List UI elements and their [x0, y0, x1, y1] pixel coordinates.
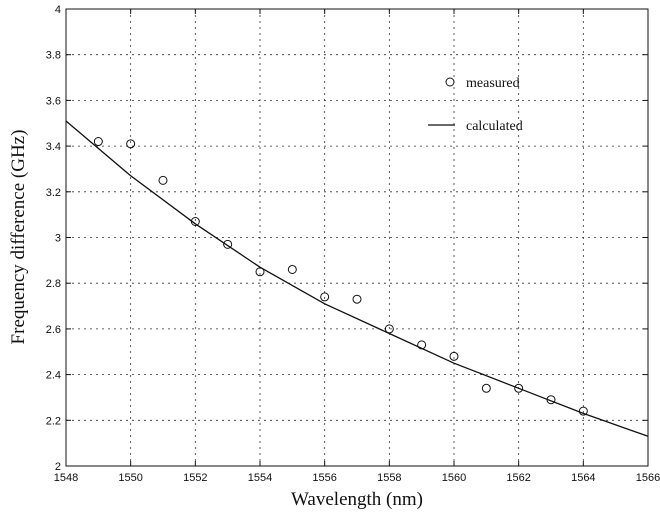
y-tick-label: 3.2: [46, 187, 61, 199]
measured-point: [514, 383, 524, 393]
calculated-line: [65, 120, 649, 437]
legend-calculated-label: calculated: [466, 119, 523, 134]
y-tick-label: 2.2: [46, 415, 61, 427]
measured-point: [449, 351, 459, 361]
x-tick-label: 1562: [506, 472, 530, 484]
measured-point: [255, 267, 265, 277]
measured-point: [417, 340, 427, 350]
y-tick-label: 2.4: [46, 370, 61, 382]
legend: measured calculated: [428, 76, 523, 134]
measured-point: [352, 294, 362, 304]
y-tick-label: 3.8: [46, 50, 61, 62]
measured-point: [481, 383, 491, 393]
measured-point: [190, 217, 200, 227]
legend-measured-marker: [445, 77, 455, 87]
measured-point: [384, 324, 394, 334]
y-tick-label: 3: [55, 233, 61, 245]
measured-point: [223, 239, 233, 249]
measured-point: [320, 292, 330, 302]
x-tick-label: 1548: [54, 472, 78, 484]
x-tick-label: 1558: [377, 472, 401, 484]
x-tick-label: 1550: [118, 472, 142, 484]
measured-point: [578, 406, 588, 416]
x-tick-label: 1554: [248, 472, 272, 484]
x-tick-label: 1560: [442, 472, 466, 484]
x-tick-label: 1564: [571, 472, 595, 484]
y-axis-label: Frequency difference (GHz): [8, 130, 29, 345]
measured-point: [158, 175, 168, 185]
x-tick-label: 1556: [312, 472, 336, 484]
ticks: 1548 1550 1552 1554 1556 1558 1560 1562 1564 1566…: [46, 4, 660, 484]
measured-point: [126, 139, 136, 149]
x-tick-label: 1552: [183, 472, 207, 484]
marks: [65, 120, 649, 437]
y-tick-label: 2: [55, 461, 61, 473]
x-tick-label: 1566: [636, 472, 660, 484]
grid: [66, 9, 648, 466]
measured-point: [93, 137, 103, 147]
x-axis-label: Wavelength (nm): [291, 489, 423, 510]
legend-measured-label: measured: [466, 76, 520, 91]
y-tick-label: 3.6: [46, 95, 61, 107]
measured-point: [287, 264, 297, 274]
y-tick-label: 2.6: [46, 324, 61, 336]
measured-point: [546, 395, 556, 405]
y-tick-label: 3.4: [46, 141, 61, 153]
y-tick-label: 2.8: [46, 278, 61, 290]
plot-frame: [65, 8, 649, 467]
y-tick-label: 4: [55, 4, 61, 16]
